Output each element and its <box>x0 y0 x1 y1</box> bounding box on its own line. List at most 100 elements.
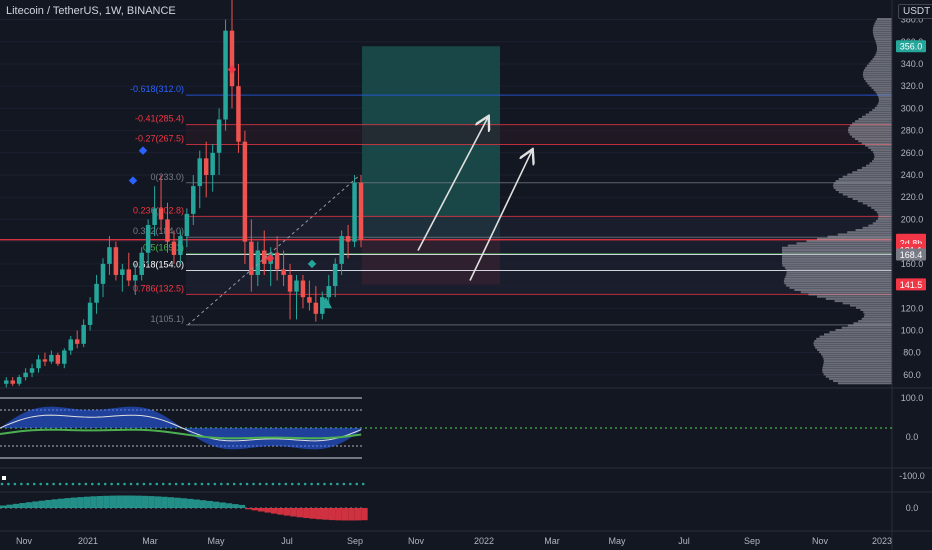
profile-bar <box>833 380 892 383</box>
candle-body <box>281 269 286 275</box>
profile-bar <box>865 66 892 69</box>
profile-bar <box>872 222 892 225</box>
time-tick-label: Sep <box>744 536 760 546</box>
price-tick-label: 340.0 <box>901 59 924 69</box>
dot-marker <box>316 482 320 486</box>
momentum-bar <box>245 508 252 510</box>
profile-bar <box>862 73 892 76</box>
profile-bar <box>813 344 892 347</box>
profile-bar <box>783 280 892 283</box>
candle-body <box>62 350 67 364</box>
dot-marker <box>303 482 307 486</box>
dot-marker <box>32 482 36 486</box>
profile-bar <box>865 144 892 147</box>
profile-bar <box>782 262 892 265</box>
fib-label: -0.618(312.0) <box>130 84 184 94</box>
dot-marker <box>71 482 75 486</box>
time-tick-label: Jul <box>678 536 690 546</box>
price-badge-label: 356.0 <box>900 42 923 52</box>
dot-marker <box>213 482 217 486</box>
dot-marker <box>239 482 242 486</box>
dot-marker <box>310 482 313 486</box>
dot-marker <box>336 482 339 486</box>
profile-bar <box>782 249 892 252</box>
profile-bar <box>785 275 892 278</box>
fib-label: 0.786(132.5) <box>133 283 184 293</box>
profile-bar <box>800 291 892 294</box>
momentum-bar <box>270 508 278 514</box>
candle-body <box>191 186 196 214</box>
profile-bar <box>863 75 892 78</box>
profile-bar <box>864 78 892 81</box>
candle-body <box>165 219 170 242</box>
dot-marker <box>149 482 152 486</box>
profile-bar <box>855 120 892 123</box>
profile-bar <box>841 326 892 329</box>
momentum-bar <box>51 499 59 508</box>
profile-bar <box>862 115 892 118</box>
signal-marker <box>265 254 275 263</box>
oscillator-line <box>0 414 362 442</box>
profile-bar <box>837 382 892 385</box>
profile-bar <box>784 277 892 280</box>
momentum-bar <box>309 508 317 519</box>
candle-body <box>313 302 319 314</box>
dot-marker <box>155 482 159 486</box>
momentum-bar <box>193 499 200 508</box>
profile-bar <box>872 29 892 32</box>
momentum-bar <box>45 499 52 508</box>
candle-body <box>287 274 293 292</box>
currency-button[interactable]: USDT <box>898 4 932 19</box>
momentum-bar <box>258 508 265 512</box>
candle-body <box>68 339 73 351</box>
price-tick-label: 380.0 <box>901 15 924 25</box>
momentum-bar <box>187 498 194 508</box>
profile-bar <box>875 91 892 94</box>
time-axis[interactable]: Nov 2021 Mar May Jul Sep Nov 2022 Mar May Jul Sep No… <box>0 530 932 546</box>
candle-body <box>126 269 132 281</box>
dot-marker <box>65 482 68 486</box>
momentum-bar <box>322 508 329 520</box>
candle-body <box>139 252 144 275</box>
profile-bar <box>815 346 892 349</box>
candle-body <box>242 141 248 242</box>
candle-body <box>294 280 299 292</box>
dot-marker <box>207 482 210 486</box>
time-tick-label: Mar <box>544 536 560 546</box>
dot-marker <box>258 482 262 486</box>
candle-body <box>81 324 86 344</box>
time-tick-label: 2023 <box>872 536 892 546</box>
dot-marker <box>58 482 62 486</box>
momentum-bar <box>154 496 162 508</box>
profile-bar <box>878 213 892 216</box>
momentum-bar <box>341 508 349 521</box>
signal-marker <box>227 65 237 74</box>
oscillator-tick-label: -100.0 <box>899 471 925 481</box>
momentum-bar <box>83 496 91 508</box>
profile-bar <box>874 22 892 25</box>
momentum-bar <box>96 496 104 508</box>
candle-body <box>55 354 61 364</box>
profile-bar <box>808 293 892 296</box>
profile-bar <box>822 368 892 371</box>
position-zones <box>186 46 892 295</box>
momentum-bar <box>174 497 181 508</box>
time-tick-label: Sep <box>347 536 363 546</box>
oscillator-panel: 100.0 0.0 -100.0 <box>0 387 932 493</box>
momentum-panel: 0.0 <box>0 495 918 521</box>
profile-bar <box>874 106 892 109</box>
price-badge <box>896 278 926 291</box>
momentum-bar <box>180 498 188 508</box>
profile-bar <box>875 20 892 23</box>
profile-bar <box>834 300 892 303</box>
profile-bar <box>874 209 892 212</box>
candle-body <box>274 252 280 270</box>
profile-bar <box>876 51 892 54</box>
dot-marker <box>2 476 6 480</box>
candle-body <box>262 250 267 264</box>
momentum-bar <box>90 496 97 508</box>
profile-bar <box>862 226 892 229</box>
profile-bar <box>817 348 892 351</box>
